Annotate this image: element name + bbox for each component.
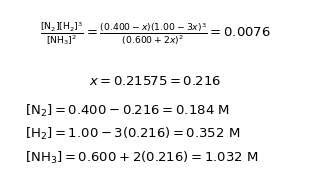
Text: $[\mathrm{H_2}] = 1.00 - 3(0.216) = 0.352\ \mathrm{M}$: $[\mathrm{H_2}] = 1.00 - 3(0.216) = 0.35…	[25, 126, 240, 142]
Text: $[\mathrm{N_2}] = 0.400 - 0.216 = 0.184\ \mathrm{M}$: $[\mathrm{N_2}] = 0.400 - 0.216 = 0.184\…	[25, 103, 230, 118]
Text: $[\mathrm{NH_3}] = 0.600 + 2(0.216) = 1.032\ \mathrm{M}$: $[\mathrm{NH_3}] = 0.600 + 2(0.216) = 1.…	[25, 150, 258, 166]
Text: $x = 0.21575 = 0.216$: $x = 0.21575 = 0.216$	[90, 75, 221, 88]
Text: $\frac{[\mathrm{N_2}][\mathrm{H_2}]^3}{[\mathrm{NH_3}]^2} = \frac{(0.400-x)(1.00: $\frac{[\mathrm{N_2}][\mathrm{H_2}]^3}{[…	[40, 21, 271, 47]
